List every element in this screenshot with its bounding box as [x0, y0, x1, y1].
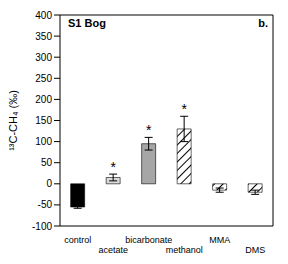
svg-text:350: 350 [35, 31, 52, 42]
svg-text:50: 50 [41, 157, 53, 168]
svg-text:control: control [64, 235, 91, 245]
html-text:S1 Bog: S1 Bog [68, 17, 106, 29]
svg-text:DMS: DMS [245, 245, 265, 255]
svg-text:0: 0 [46, 178, 52, 189]
svg-text:150: 150 [35, 115, 52, 126]
svg-text:200: 200 [35, 94, 52, 105]
svg-text:250: 250 [35, 73, 52, 84]
svg-text:bicarbonate: bicarbonate [125, 235, 172, 245]
svg-text:methanol: methanol [166, 245, 203, 255]
svg-text:300: 300 [35, 52, 52, 63]
svg-text:100: 100 [35, 136, 52, 147]
svg-text:*: * [146, 122, 152, 138]
svg-text:acetate: acetate [98, 245, 128, 255]
svg-text:*: * [111, 159, 117, 175]
svg-text:-50: -50 [38, 199, 53, 210]
html-text:b.: b. [258, 17, 268, 29]
svg-text:¹³C-CH₄ (‰): ¹³C-CH₄ (‰) [8, 90, 19, 151]
svg-text:*: * [182, 101, 188, 117]
svg-text:-100: -100 [32, 221, 52, 232]
svg-text:400: 400 [35, 10, 52, 21]
svg-text:MMA: MMA [209, 235, 230, 245]
